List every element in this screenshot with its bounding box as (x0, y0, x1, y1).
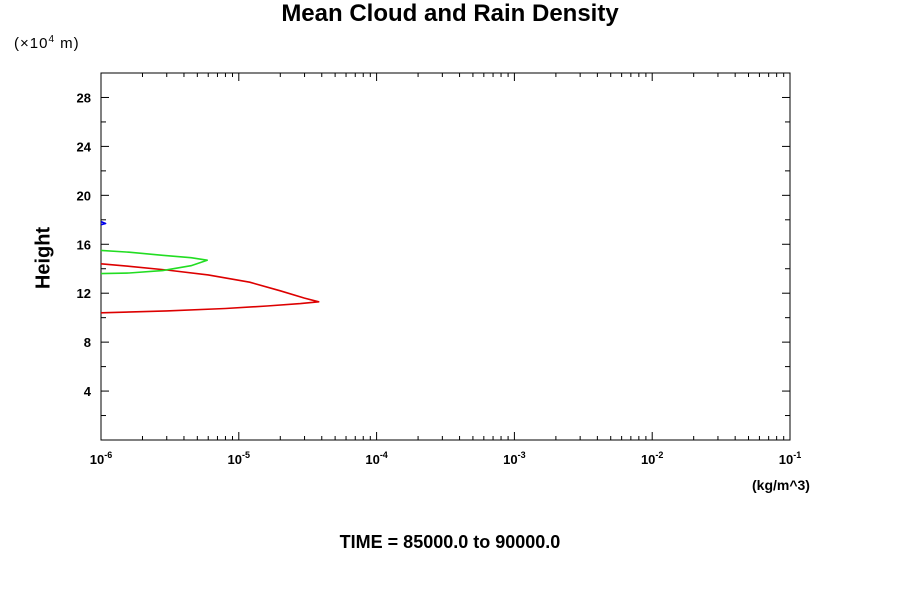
y-unit-suffix: m) (55, 35, 80, 52)
y-axis-unit: (×104 m) (14, 34, 80, 52)
y-tick-label: 20 (77, 188, 91, 203)
y-tick-label: 12 (77, 286, 91, 301)
y-tick-label: 28 (77, 90, 91, 105)
series-line-2 (100, 249, 208, 275)
y-tick-label: 16 (77, 237, 91, 252)
axis-ticks: 4 8 12 16 20 24 28 10-6 10-5 10-4 10-3 10-2 10-1 (77, 73, 801, 467)
data-series (100, 220, 320, 314)
y-tick-label: 24 (77, 139, 92, 154)
x-tick-label: 10-5 (228, 450, 250, 467)
y-unit-prefix: (×10 (14, 35, 49, 52)
y-tick-label: 8 (84, 335, 91, 350)
x-tick-label: 10-4 (365, 450, 387, 467)
series-line-3 (100, 220, 107, 226)
plot-frame (100, 72, 791, 441)
series-line-1 (100, 263, 320, 314)
y-unit-exponent: 4 (48, 34, 56, 45)
x-tick-label: 10-1 (779, 450, 801, 467)
chart-title: Mean Cloud and Rain Density (281, 0, 619, 27)
x-tick-label: 10-6 (90, 450, 112, 467)
time-range-label: TIME = 85000.0 to 90000.0 (339, 532, 561, 552)
y-tick-label: 4 (84, 384, 92, 399)
x-tick-label: 10-2 (641, 450, 663, 467)
x-tick-label: 10-3 (503, 450, 525, 467)
x-axis-unit: (kg/m^3) (752, 477, 810, 493)
